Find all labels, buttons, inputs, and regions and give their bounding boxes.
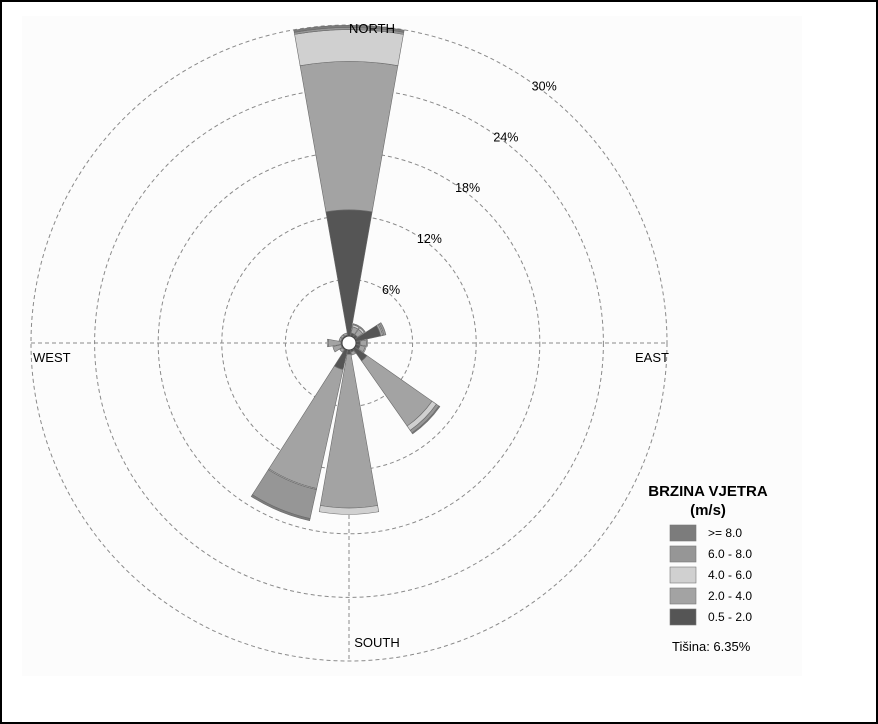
bar-E-2.0-4.0 bbox=[359, 339, 367, 347]
bar-ENE-6.0-8.0 bbox=[378, 322, 387, 336]
bar-SE--8.0 bbox=[411, 405, 441, 435]
bar-SSW--8.0 bbox=[250, 494, 311, 522]
calm-percentage: Tišina: 6.35% bbox=[672, 639, 751, 654]
direction-label-north: NORTH bbox=[349, 21, 395, 36]
bar-ESE-4.0-6.0 bbox=[362, 346, 367, 353]
direction-label-east: EAST bbox=[635, 350, 669, 365]
bar-NW-2.0-4.0 bbox=[340, 334, 345, 339]
bar-N-0.5-2.0 bbox=[325, 209, 373, 338]
bar-WNW-2.0-4.0 bbox=[338, 337, 343, 342]
bar-W-4.0-6.0 bbox=[326, 338, 329, 348]
legend-label-4.0-6.0: 4.0 - 6.0 bbox=[708, 568, 752, 582]
ring-label-18: 18% bbox=[455, 181, 480, 195]
legend-title-line-2: (m/s) bbox=[690, 502, 726, 519]
bar-NE-6.0-8.0 bbox=[359, 326, 366, 333]
legend-label--8.0: >= 8.0 bbox=[708, 526, 742, 540]
legend-label-2.0-4.0: 2.0 - 4.0 bbox=[708, 589, 752, 603]
ring-label-6: 6% bbox=[382, 283, 400, 297]
direction-label-west: WEST bbox=[33, 350, 71, 365]
bar-SSE-2.0-4.0 bbox=[350, 350, 357, 356]
legend-swatch--8.0 bbox=[669, 524, 697, 542]
bar-S-4.0-6.0 bbox=[318, 505, 380, 515]
legend-swatch-2.0-4.0 bbox=[669, 587, 697, 605]
legend-label-6.0-8.0: 6.0 - 8.0 bbox=[708, 547, 752, 561]
ring-label-24: 24% bbox=[493, 130, 518, 144]
bar-WSW-2.0-4.0 bbox=[332, 344, 343, 353]
direction-label-south: SOUTH bbox=[354, 635, 400, 650]
legend-swatch-6.0-8.0 bbox=[669, 545, 697, 563]
bar-NNE-6.0-8.0 bbox=[352, 323, 361, 328]
legend-label-0.5-2.0: 0.5 - 2.0 bbox=[708, 610, 752, 624]
ring-label-30: 30% bbox=[532, 80, 557, 94]
ring-labels: 6% 12% 18% 24% 30% bbox=[382, 80, 557, 297]
calm-center-circle bbox=[341, 335, 357, 351]
wind-bars bbox=[250, 25, 441, 522]
legend-items: >= 8.0 6.0 - 8.0 4.0 - 6.0 2.0 - 4.0 0.5 - 2… bbox=[669, 524, 752, 626]
legend: BRZINA VJETRA (m/s) >= 8.0 6.0 - 8.0 4.0 -… bbox=[648, 483, 768, 654]
bar-NNW-2.0-4.0 bbox=[343, 332, 348, 337]
legend-swatch-4.0-6.0 bbox=[669, 566, 697, 584]
bar-N--8.0 bbox=[293, 25, 405, 33]
bar-E-4.0-6.0 bbox=[366, 339, 369, 347]
legend-title-line-1: BRZINA VJETRA bbox=[648, 483, 768, 500]
plot-background bbox=[22, 16, 802, 676]
ring-30% bbox=[30, 24, 668, 662]
ring-label-12: 12% bbox=[417, 232, 442, 246]
bar-N-2.0-4.0 bbox=[299, 61, 399, 213]
bar-SW-2.0-4.0 bbox=[339, 347, 345, 353]
legend-swatch-0.5-2.0 bbox=[669, 608, 697, 626]
